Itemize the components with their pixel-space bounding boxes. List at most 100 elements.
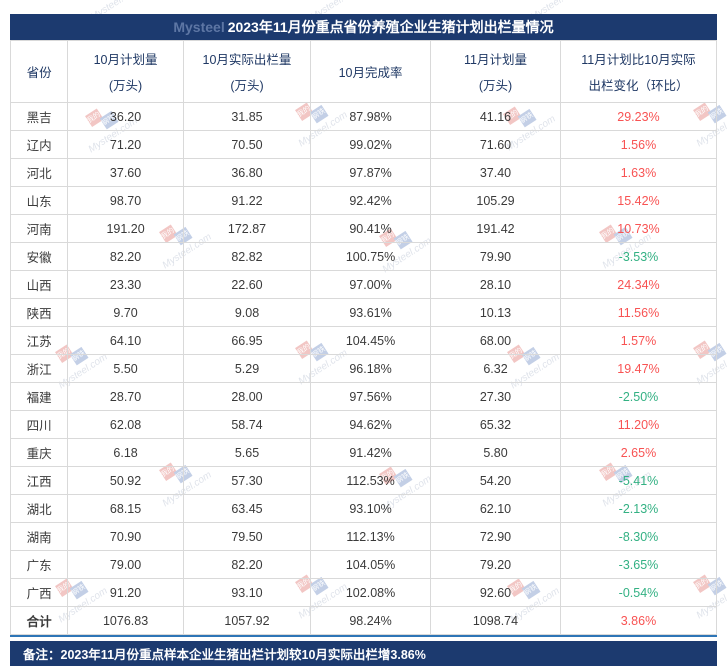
cell-nov-plan: 10.13 xyxy=(430,298,561,327)
cell-completion: 98.24% xyxy=(310,606,432,635)
cell-province: 江西 xyxy=(9,466,69,495)
cell-oct-actual: 31.85 xyxy=(182,102,312,131)
cell-nov-plan: 191.42 xyxy=(430,214,561,243)
cell-change: -8.30% xyxy=(559,522,718,551)
cell-change: 1.63% xyxy=(559,158,718,187)
cell-oct-plan: 1076.83 xyxy=(67,606,184,635)
cell-nov-plan: 105.29 xyxy=(430,186,561,215)
cell-nov-plan: 79.20 xyxy=(430,550,561,579)
cell-completion: 96.18% xyxy=(310,354,432,383)
cell-change: -5.41% xyxy=(559,466,718,495)
footnote-bar: 备注：2023年11月份重点样本企业生猪出栏计划较10月实际出栏增3.86% xyxy=(10,641,717,666)
cell-province: 安徽 xyxy=(9,242,69,271)
cell-oct-plan: 23.30 xyxy=(67,270,184,299)
cell-nov-plan: 6.32 xyxy=(430,354,561,383)
cell-completion: 94.62% xyxy=(310,410,432,439)
table-row: 湖南 70.90 79.50 112.13% 72.90 -8.30% xyxy=(9,522,718,551)
cell-province: 广西 xyxy=(9,578,69,607)
table-row: 湖北 68.15 63.45 93.10% 62.10 -2.13% xyxy=(9,494,718,523)
table-row: 广西 91.20 93.10 102.08% 92.60 -0.54% xyxy=(9,578,718,607)
cell-province: 江苏 xyxy=(9,326,69,355)
cell-completion: 97.87% xyxy=(310,158,432,187)
table-row: 陕西 9.70 9.08 93.61% 10.13 11.56% xyxy=(9,298,718,327)
cell-nov-plan: 37.40 xyxy=(430,158,561,187)
cell-change: 19.47% xyxy=(559,354,718,383)
cell-completion: 93.61% xyxy=(310,298,432,327)
cell-province: 合计 xyxy=(9,606,69,635)
table-row: 江西 50.92 57.30 112.53% 54.20 -5.41% xyxy=(9,466,718,495)
cell-province: 陕西 xyxy=(9,298,69,327)
cell-completion: 91.42% xyxy=(310,438,432,467)
cell-oct-plan: 98.70 xyxy=(67,186,184,215)
cell-oct-plan: 82.20 xyxy=(67,242,184,271)
column-header: 10月完成率 xyxy=(310,40,432,103)
cell-province: 四川 xyxy=(9,410,69,439)
cell-nov-plan: 28.10 xyxy=(430,270,561,299)
cell-province: 黑吉 xyxy=(9,102,69,131)
cell-change: -3.65% xyxy=(559,550,718,579)
cell-oct-plan: 71.20 xyxy=(67,130,184,159)
cell-completion: 90.41% xyxy=(310,214,432,243)
cell-nov-plan: 27.30 xyxy=(430,382,561,411)
cell-oct-plan: 5.50 xyxy=(67,354,184,383)
cell-change: 1.57% xyxy=(559,326,718,355)
cell-oct-plan: 28.70 xyxy=(67,382,184,411)
cell-oct-actual: 5.29 xyxy=(182,354,312,383)
column-header: 11月计划量 (万头) xyxy=(430,40,561,103)
table-row: 河北 37.60 36.80 97.87% 37.40 1.63% xyxy=(9,158,718,187)
table-row: 辽内 71.20 70.50 99.02% 71.60 1.56% xyxy=(9,130,718,159)
cell-change: -0.54% xyxy=(559,578,718,607)
cell-nov-plan: 68.00 xyxy=(430,326,561,355)
column-header: 11月计划比10月实际 出栏变化（环比） xyxy=(559,40,718,103)
cell-nov-plan: 54.20 xyxy=(430,466,561,495)
cell-nov-plan: 65.32 xyxy=(430,410,561,439)
cell-completion: 104.05% xyxy=(310,550,432,579)
cell-completion: 112.53% xyxy=(310,466,432,495)
column-header: 10月计划量 (万头) xyxy=(67,40,184,103)
cell-oct-actual: 1057.92 xyxy=(182,606,312,635)
table-row: 黑吉 36.20 31.85 87.98% 41.16 29.23% xyxy=(9,102,718,131)
title-bar: Mysteel 2023年11月份重点省份养殖企业生猪计划出栏量情况 xyxy=(10,14,717,40)
cell-province: 湖南 xyxy=(9,522,69,551)
cell-nov-plan: 62.10 xyxy=(430,494,561,523)
cell-change: -2.13% xyxy=(559,494,718,523)
cell-oct-actual: 70.50 xyxy=(182,130,312,159)
cell-province: 福建 xyxy=(9,382,69,411)
cell-oct-actual: 5.65 xyxy=(182,438,312,467)
cell-change: 24.34% xyxy=(559,270,718,299)
cell-oct-plan: 62.08 xyxy=(67,410,184,439)
brand-watermark: Mysteel xyxy=(173,19,225,35)
cell-oct-actual: 58.74 xyxy=(182,410,312,439)
cell-province: 浙江 xyxy=(9,354,69,383)
cell-nov-plan: 79.90 xyxy=(430,242,561,271)
cell-oct-plan: 6.18 xyxy=(67,438,184,467)
header-row: 省份 10月计划量 (万头) 10月实际出栏量 (万头) 10月完成率 11月计划量 (万头)… xyxy=(9,40,718,103)
table-row: 福建 28.70 28.00 97.56% 27.30 -2.50% xyxy=(9,382,718,411)
cell-province: 山东 xyxy=(9,186,69,215)
cell-oct-plan: 64.10 xyxy=(67,326,184,355)
cell-change: 1.56% xyxy=(559,130,718,159)
table-row-total: 合计 1076.83 1057.92 98.24% 1098.74 3.86% xyxy=(9,606,718,635)
cell-completion: 93.10% xyxy=(310,494,432,523)
cell-oct-actual: 79.50 xyxy=(182,522,312,551)
cell-oct-actual: 36.80 xyxy=(182,158,312,187)
table-row: 江苏 64.10 66.95 104.45% 68.00 1.57% xyxy=(9,326,718,355)
cell-nov-plan: 72.90 xyxy=(430,522,561,551)
cell-province: 河北 xyxy=(9,158,69,187)
column-header: 省份 xyxy=(9,40,69,103)
cell-nov-plan: 1098.74 xyxy=(430,606,561,635)
cell-oct-actual: 63.45 xyxy=(182,494,312,523)
cell-completion: 97.56% xyxy=(310,382,432,411)
divider-line xyxy=(10,635,717,637)
table-row: 山西 23.30 22.60 97.00% 28.10 24.34% xyxy=(9,270,718,299)
cell-oct-plan: 68.15 xyxy=(67,494,184,523)
cell-change: 11.56% xyxy=(559,298,718,327)
cell-completion: 112.13% xyxy=(310,522,432,551)
cell-province: 河南 xyxy=(9,214,69,243)
cell-province: 重庆 xyxy=(9,438,69,467)
cell-oct-actual: 22.60 xyxy=(182,270,312,299)
cell-oct-actual: 28.00 xyxy=(182,382,312,411)
cell-oct-actual: 82.82 xyxy=(182,242,312,271)
